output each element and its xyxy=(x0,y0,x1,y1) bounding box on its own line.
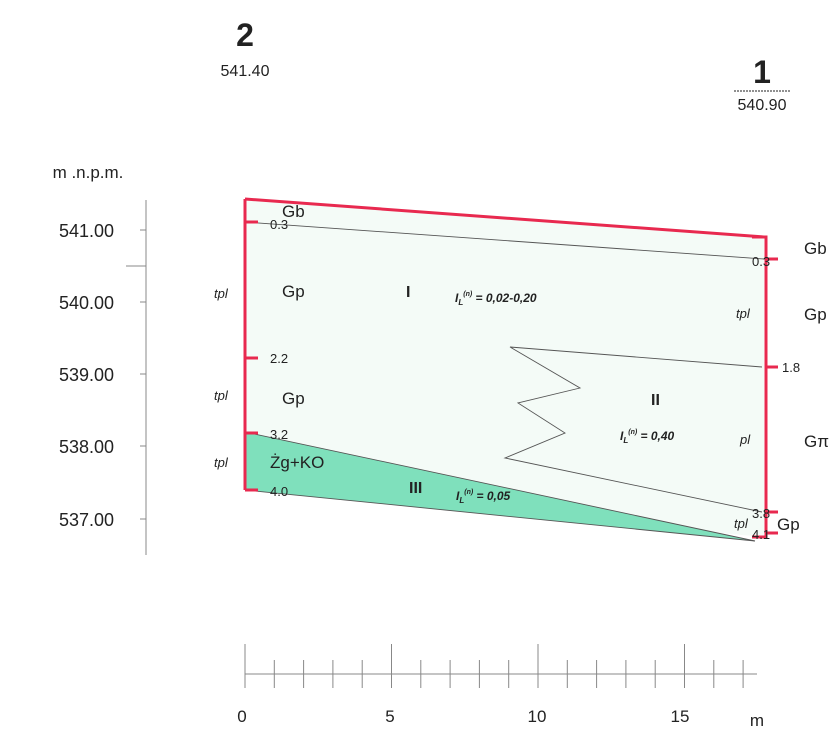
distance-label: 0 xyxy=(237,707,246,726)
consistency-index: IL(n) = 0,40 xyxy=(620,429,675,445)
distance-label: 5 xyxy=(385,707,394,726)
soil-label: Gπ xyxy=(804,432,829,451)
level-label: 540.00 xyxy=(59,293,114,313)
borehole-number: 2 xyxy=(236,17,254,53)
level-label: 541.00 xyxy=(59,221,114,241)
depth-label: 1.8 xyxy=(782,360,800,375)
depth-label: 4.0 xyxy=(270,484,288,499)
depth-label: 3.8 xyxy=(752,506,770,521)
borehole-number: 1 xyxy=(753,54,771,90)
zone-label: II xyxy=(651,392,660,409)
distance-scale xyxy=(245,644,757,688)
soil-label: Gp xyxy=(777,515,800,534)
state-label: pl xyxy=(739,432,751,447)
state-label: tpl xyxy=(214,286,229,301)
depth-ticks xyxy=(766,259,778,533)
soil-label: Gp xyxy=(282,282,305,301)
elevation-scale xyxy=(126,200,146,555)
soil-label: Gp xyxy=(282,389,305,408)
state-label: tpl xyxy=(214,455,229,470)
depth-label: 3.2 xyxy=(270,427,288,442)
state-label: tpl xyxy=(736,306,751,321)
depth-label: 4.1 xyxy=(752,527,770,542)
cross-section: 2 541.40 1 540.90 m .n.p.m. 541.00 540.0… xyxy=(0,0,837,729)
state-label: tpl xyxy=(734,516,749,531)
borehole-elevation: 540.90 xyxy=(738,97,787,114)
zone-label: I xyxy=(406,284,410,301)
distance-label: 10 xyxy=(528,707,547,726)
level-label: 537.00 xyxy=(59,510,114,530)
axis-title: m .n.p.m. xyxy=(53,163,124,182)
state-label: tpl xyxy=(214,388,229,403)
depth-label: 2.2 xyxy=(270,351,288,366)
zone-label: III xyxy=(409,480,422,497)
distance-unit: m xyxy=(750,711,764,729)
soil-label: Żg+KO xyxy=(270,453,324,472)
level-label: 539.00 xyxy=(59,365,114,385)
consistency-index: IL(n) = 0,05 xyxy=(456,489,511,505)
soil-label: Gb xyxy=(804,239,827,258)
depth-label: 0.3 xyxy=(270,217,288,232)
level-label: 538.00 xyxy=(59,437,114,457)
soil-label: Gp xyxy=(804,305,827,324)
borehole-elevation: 541.40 xyxy=(221,63,270,80)
depth-label: 0.3 xyxy=(752,254,770,269)
distance-label: 15 xyxy=(671,707,690,726)
